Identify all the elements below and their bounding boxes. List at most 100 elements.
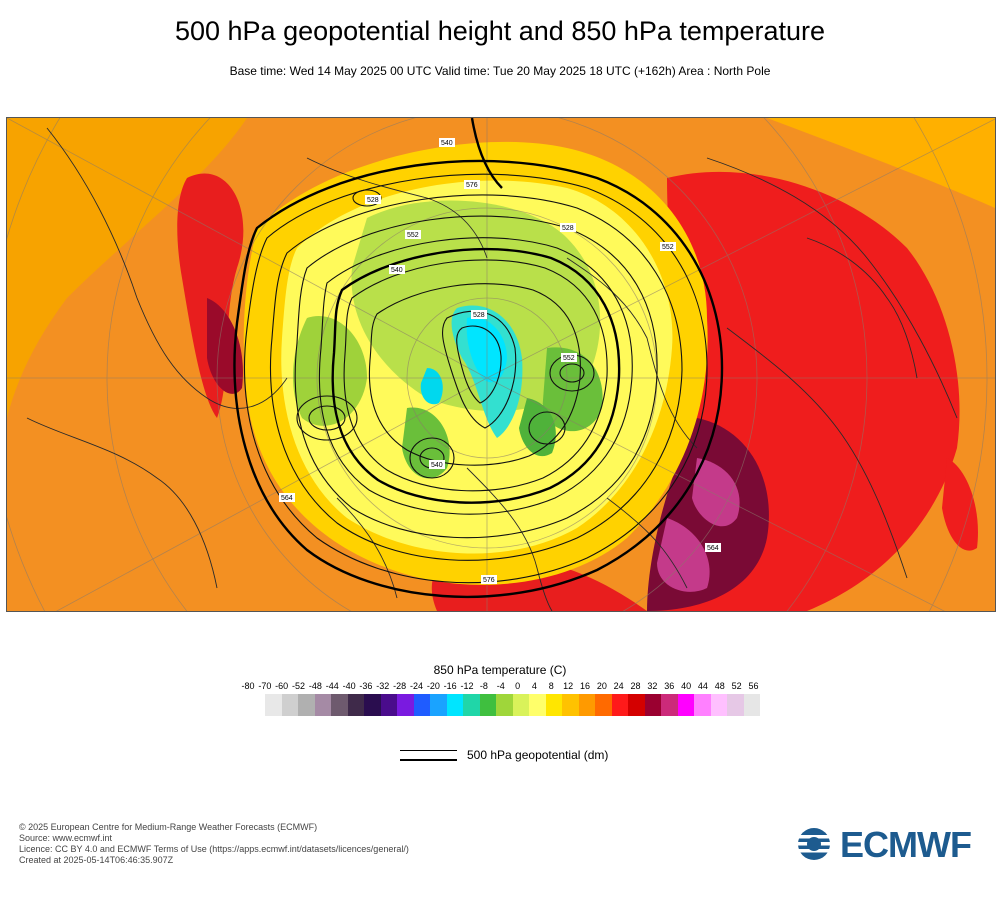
colorbar-swatch <box>644 694 661 716</box>
colorbar-tick-label: -12 <box>460 681 474 691</box>
colorbar-tick-label: 44 <box>697 681 708 691</box>
contour-key: 500 hPa geopotential (dm) <box>400 748 660 768</box>
colorbar-swatch <box>578 694 595 716</box>
colorbar-tick-label: -44 <box>325 681 339 691</box>
colorbar-tick-label: -28 <box>393 681 407 691</box>
colorbar-tick-label: 0 <box>515 681 521 691</box>
contour-key-line-thin <box>400 750 457 751</box>
geopotential-main-contours <box>233 118 724 599</box>
colorbar-swatch <box>331 694 348 716</box>
geopotential-contours <box>244 173 708 584</box>
warm-region-nw <box>7 118 247 418</box>
colorbar-tick-label: -16 <box>443 681 457 691</box>
copyright-line: © 2025 European Centre for Medium-Range … <box>19 822 318 832</box>
contour-label: 564 <box>281 495 293 502</box>
colorbar-swatch <box>380 694 397 716</box>
colorbar-tick-label: 48 <box>714 681 725 691</box>
cold-lobe-west <box>292 316 367 426</box>
contour-key-line-thick <box>400 759 457 761</box>
chart-title: 500 hPa geopotential height and 850 hPa … <box>174 16 825 46</box>
colorbar-swatch <box>413 694 430 716</box>
source-line: Source: www.ecmwf.int <box>19 833 113 843</box>
colorbar-tick-label: 16 <box>579 681 591 691</box>
contour-label: 540 <box>441 140 453 147</box>
colorbar-swatch <box>430 694 447 716</box>
hot-region-west <box>177 173 244 418</box>
contour-label: 528 <box>562 225 574 232</box>
colorbar-swatch <box>298 694 315 716</box>
cold-lobe-east <box>542 347 603 432</box>
colorbar-swatch <box>265 694 282 716</box>
colorbar-tick-label: -80 <box>241 681 255 691</box>
colorbar-tick-label: 24 <box>613 681 624 691</box>
contour-label: 564 <box>707 545 719 552</box>
contour-label: 552 <box>662 244 674 251</box>
colorbar-swatch <box>446 694 463 716</box>
colorbar-tick-label: -36 <box>359 681 373 691</box>
colorbar-swatch <box>727 694 744 716</box>
ecmwf-logo-mark <box>798 828 838 860</box>
contour-label: 540 <box>431 462 443 469</box>
credits: © 2025 European Centre for Medium-Range … <box>19 822 409 866</box>
colorbar-swatch <box>281 694 298 716</box>
legend-ticks: -80 -70 -60 -52 -48 -44 -40 -36 -32 -28 -24 -20 -16-… <box>0 681 1000 695</box>
colorbar-swatch <box>397 694 414 716</box>
colorbar-swatch <box>562 694 579 716</box>
contour-label: 576 <box>483 577 495 584</box>
ecmwf-logo-text: ECMWF <box>840 824 972 865</box>
contour-labels: 576 552 528 552 528 540 564 540 528 576 … <box>279 138 721 584</box>
colorbar-tick-label: 4 <box>531 681 537 691</box>
hot-spot-far-east <box>942 458 978 551</box>
colorbar-swatch <box>677 694 694 716</box>
contour-label: 528 <box>473 312 485 319</box>
contour-label: 576 <box>466 182 478 189</box>
colorbar-tick-label: 56 <box>748 681 759 691</box>
colorbar-tick-label: -32 <box>376 681 390 691</box>
graticule <box>7 118 995 611</box>
contour-key-label: 500 hPa geopotential (dm) <box>467 748 609 762</box>
colorbar-swatch <box>479 694 496 716</box>
colorbar-swatch <box>595 694 612 716</box>
contour-label: 552 <box>407 232 419 239</box>
colorbar-tick-label: 8 <box>548 681 554 691</box>
colorbar-tick-label: -20 <box>426 681 440 691</box>
colorbar-swatch <box>611 694 628 716</box>
colorbar-swatch <box>545 694 562 716</box>
colorbar-swatch <box>743 694 760 716</box>
colorbar-tick-label: -24 <box>409 681 424 691</box>
colorbar-tick-label: 40 <box>681 681 692 691</box>
contour-label: 540 <box>391 267 403 274</box>
colorbar-tick-label: 12 <box>563 681 574 691</box>
colorbar-tick-label: 32 <box>647 681 658 691</box>
colorbar-swatch <box>661 694 678 716</box>
colorbar-tick-label: 36 <box>664 681 675 691</box>
temperature-colorbar <box>265 694 760 716</box>
colorbar-tick-label: -70 <box>258 681 272 691</box>
extreme-heat-spot <box>692 458 740 527</box>
chart-subtitle: Base time: Wed 14 May 2025 00 UTC Valid … <box>229 64 771 78</box>
colorbar-swatch <box>694 694 711 716</box>
colorbar-tick-label: 28 <box>630 681 641 691</box>
colorbar-swatch <box>364 694 381 716</box>
colorbar-tick-label: 52 <box>731 681 742 691</box>
extreme-heat-spot-2 <box>657 518 710 592</box>
colorbar-tick-label: -8 <box>479 681 488 691</box>
colorbar-tick-label: -60 <box>275 681 289 691</box>
colorbar-tick-label: -4 <box>496 681 505 691</box>
legend-title: 850 hPa temperature (C) <box>433 663 567 677</box>
colorbar-swatch <box>314 694 331 716</box>
colorbar-swatch <box>496 694 513 716</box>
colorbar-tick-label: 20 <box>596 681 607 691</box>
warm-region-ne <box>767 118 995 208</box>
colorbar-tick-label: -52 <box>292 681 306 691</box>
colorbar-swatch <box>512 694 529 716</box>
contour-label: 552 <box>563 355 575 362</box>
cold-core-small <box>420 368 443 405</box>
colorbar-swatch <box>347 694 364 716</box>
colorbar-tick-label: -40 <box>342 681 356 691</box>
contour-label: 528 <box>367 197 379 204</box>
ecmwf-logo: ECMWF <box>796 824 986 865</box>
licence-line: Licence: CC BY 4.0 and ECMWF Terms of Us… <box>19 844 409 854</box>
colorbar-tick-label: -48 <box>308 681 322 691</box>
colorbar-swatch <box>710 694 727 716</box>
